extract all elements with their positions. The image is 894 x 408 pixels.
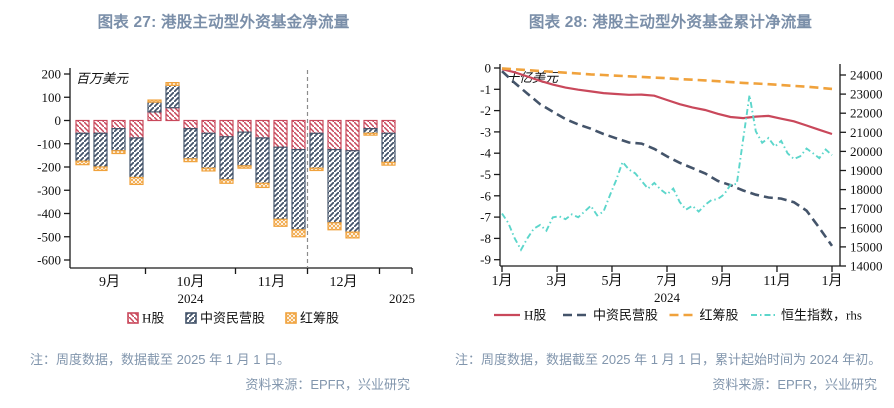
svg-text:-200: -200 [37,160,61,175]
figure-27-source: 资料来源：EPFR，兴业研究 [245,377,410,392]
svg-text:2024: 2024 [654,290,681,305]
figure-28-title: 图表 28: 港股主动型外资基金累计净流量 [528,14,813,31]
svg-text:-5: -5 [480,167,491,182]
svg-text:11月: 11月 [763,273,790,289]
svg-text:1月: 1月 [492,273,513,289]
figure-27-title: 图表 27: 港股主动型外资基金净流量 [97,14,350,31]
svg-text:-7: -7 [480,210,491,225]
svg-text:23000: 23000 [850,87,883,102]
svg-text:-2: -2 [480,103,491,118]
svg-text:20000: 20000 [850,144,883,159]
svg-text:-9: -9 [480,252,491,267]
left-legend: H股 中资民营股 红筹股 [127,311,339,326]
figure-28-note: 注：周度数据，数据截至 2025 年 1 月 1 日，累计起始时间为 2024 … [455,352,882,367]
svg-text:-4: -4 [480,146,491,161]
svg-text:3月: 3月 [547,273,568,289]
stacked-bars [75,82,396,239]
svg-text:-500: -500 [37,229,61,244]
svg-text:5月: 5月 [601,273,622,289]
figure-28-panel: 图表 28: 港股主动型外资基金累计净流量 0 -1 -2 -3 -4 -5 -6 -7 -8 -… [447,0,894,408]
svg-text:200: 200 [42,67,62,82]
right-axes: 0 -1 -2 -3 -4 -5 -6 -7 -8 -9 24000 23000 22000 21000 2… [480,61,882,306]
svg-text:-300: -300 [37,183,61,198]
figure-27-panel: 图表 27: 港股主动型外资基金净流量 200 100 0 -100 -200 -300 -… [30,14,415,392]
svg-text:1月: 1月 [822,273,843,289]
series-中资民营股 [501,70,834,247]
series-恒生指数，rhs [501,94,833,252]
svg-text:-6: -6 [480,188,491,203]
svg-text:中资民营股: 中资民营股 [200,311,265,326]
svg-text:11月: 11月 [258,274,285,290]
svg-text:-3: -3 [480,124,491,139]
svg-text:17000: 17000 [850,201,883,216]
svg-text:-600: -600 [37,253,61,268]
svg-text:16000: 16000 [850,220,883,235]
svg-text:22000: 22000 [850,106,883,121]
svg-text:10月: 10月 [177,274,205,290]
figure-27-note: 注：周度数据，数据截至 2025 年 1 月 1 日。 [30,352,291,367]
svg-text:9月: 9月 [712,273,733,289]
svg-text:12月: 12月 [330,274,358,290]
series-H股 [501,68,833,136]
svg-text:0: 0 [485,61,492,76]
svg-text:-8: -8 [480,231,491,246]
net-flow-bar-chart: 200 100 0 -100 -200 -300 -400 -500 -600 9月 10月2024… [37,67,415,326]
svg-text:H股: H股 [524,308,546,323]
svg-text:19000: 19000 [850,163,883,178]
left-unit-label: 百万美元 [76,71,129,86]
svg-text:-400: -400 [37,206,61,221]
svg-text:18000: 18000 [850,182,883,197]
svg-text:恒生指数，rhs: 恒生指数，rhs [781,308,862,323]
svg-text:2024: 2024 [178,291,205,306]
svg-text:14000: 14000 [850,259,883,274]
svg-text:-1: -1 [480,82,491,97]
svg-text:-100: -100 [37,136,61,151]
svg-text:0: 0 [55,113,62,128]
svg-text:红筹股: 红筹股 [300,311,339,326]
svg-text:9月: 9月 [99,274,120,290]
svg-text:2025: 2025 [389,291,415,306]
figure-28-source: 资料来源：EPFR，兴业研究 [712,377,877,392]
svg-text:红筹股: 红筹股 [700,308,739,323]
svg-text:24000: 24000 [850,68,883,83]
svg-text:中资民营股: 中资民营股 [593,308,658,323]
svg-text:100: 100 [42,90,62,105]
left-y-axis: 200 100 0 -100 -200 -300 -400 -500 -600 [37,67,71,268]
svg-text:7月: 7月 [657,273,678,289]
right-legend: H股 中资民营股 红筹股 恒生指数，rhs [494,308,862,323]
svg-text:H股: H股 [142,311,164,326]
svg-text:21000: 21000 [850,125,883,140]
svg-text:15000: 15000 [850,239,883,254]
cumulative-flow-line-chart: 0 -1 -2 -3 -4 -5 -6 -7 -8 -9 24000 23000 22000 21000 2… [480,61,882,323]
series-lines [501,67,834,252]
